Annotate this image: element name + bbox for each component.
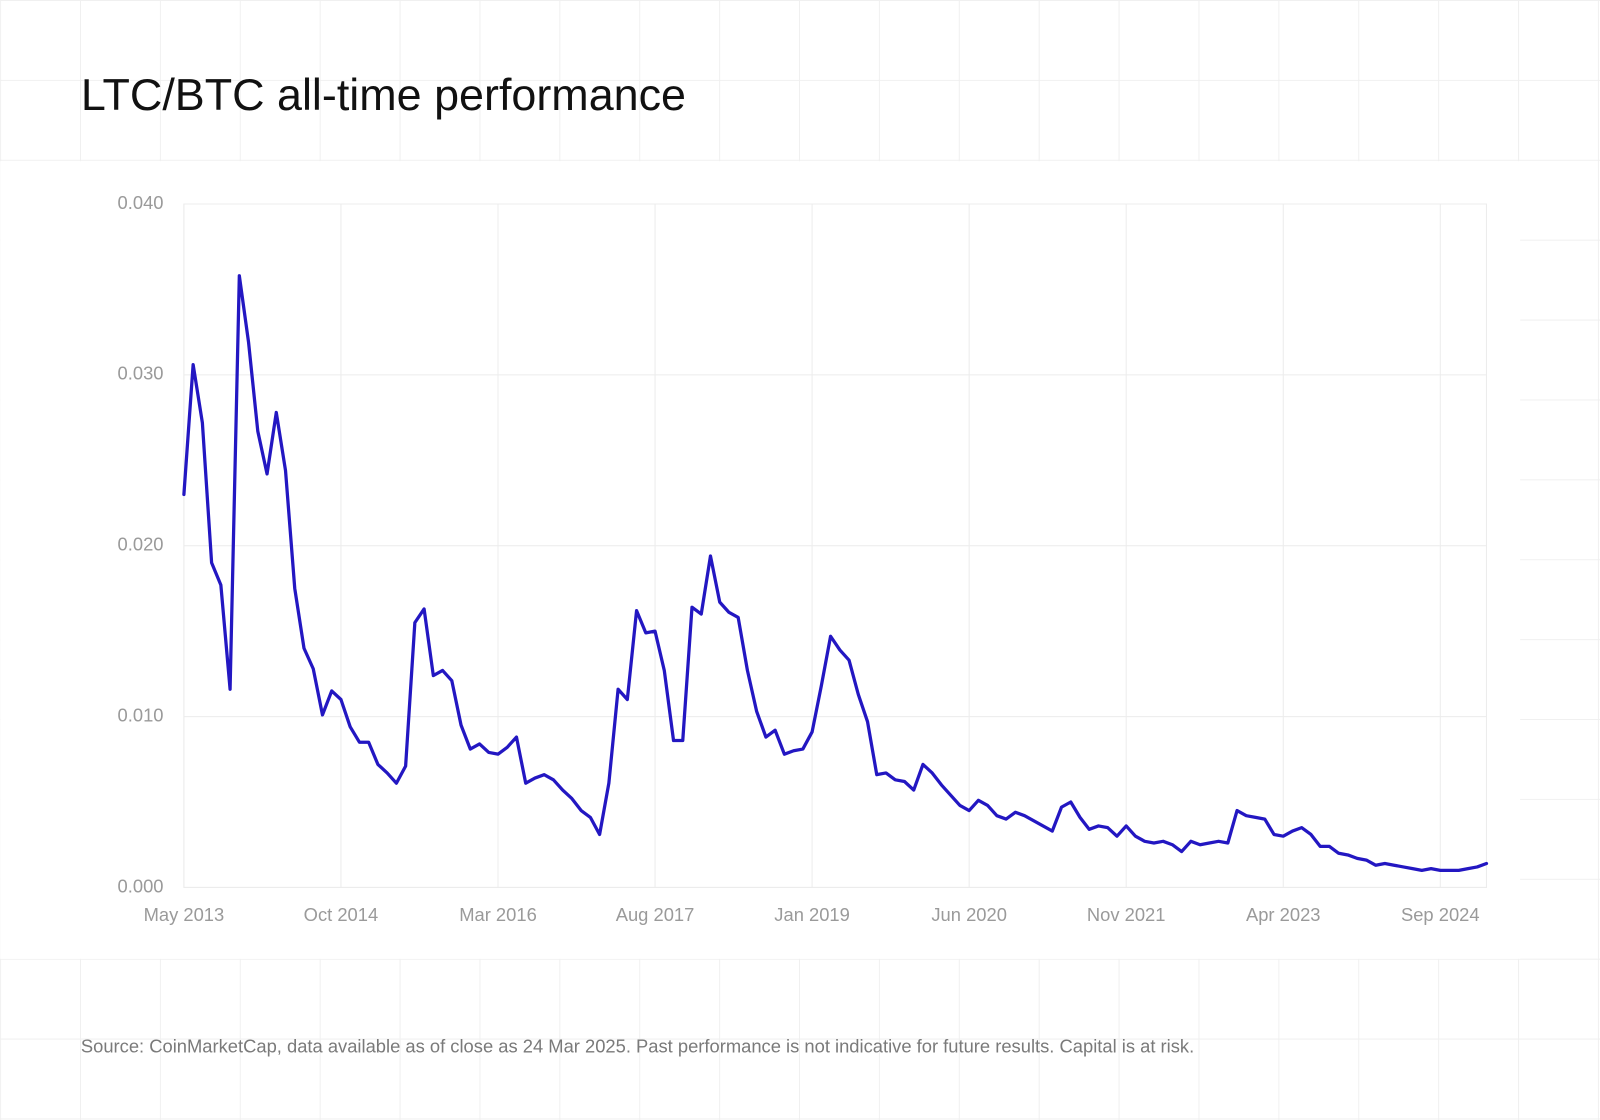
x-tick-label: Mar 2016 bbox=[459, 904, 537, 925]
x-tick-label: Nov 2021 bbox=[1087, 904, 1166, 925]
y-tick-label: 0.030 bbox=[118, 363, 164, 384]
y-tick-label: 0.000 bbox=[118, 875, 164, 896]
x-tick-label: Oct 2014 bbox=[304, 904, 379, 925]
x-tick-label: May 2013 bbox=[144, 904, 225, 925]
y-tick-label: 0.040 bbox=[118, 192, 164, 213]
x-tick-label: Jun 2020 bbox=[931, 904, 1007, 925]
y-tick-label: 0.020 bbox=[118, 534, 164, 555]
data-line bbox=[182, 274, 1489, 872]
x-tick-label: Aug 2017 bbox=[616, 904, 695, 925]
x-tick-label: Jan 2019 bbox=[774, 904, 850, 925]
plot-panel bbox=[0, 161, 1521, 959]
chart-title: LTC/BTC all-time performance bbox=[81, 69, 686, 120]
x-tick-label: Apr 2023 bbox=[1246, 904, 1321, 925]
x-tick-label: Sep 2024 bbox=[1401, 904, 1480, 925]
source-note: Source: CoinMarketCap, data available as… bbox=[81, 1035, 1194, 1056]
y-tick-label: 0.010 bbox=[118, 704, 164, 725]
